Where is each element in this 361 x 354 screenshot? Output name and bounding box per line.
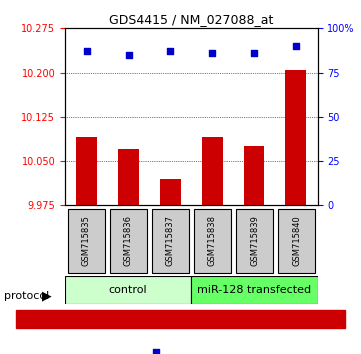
- Point: [126, 52, 131, 58]
- Point: [251, 50, 257, 56]
- FancyBboxPatch shape: [194, 209, 231, 273]
- Point: [168, 48, 173, 54]
- Title: GDS4415 / NM_027088_at: GDS4415 / NM_027088_at: [109, 13, 274, 26]
- Bar: [16, 310, 345, 328]
- Text: GSM715840: GSM715840: [292, 215, 301, 266]
- Bar: [244, 146, 264, 205]
- Text: GSM715838: GSM715838: [208, 215, 217, 266]
- Text: GSM715836: GSM715836: [124, 215, 132, 266]
- Point: [153, 349, 159, 354]
- Text: GSM715835: GSM715835: [82, 215, 91, 266]
- Text: ▶: ▶: [42, 289, 51, 302]
- FancyBboxPatch shape: [191, 276, 318, 304]
- Bar: [77, 137, 97, 205]
- Bar: [285, 70, 306, 205]
- FancyBboxPatch shape: [278, 209, 315, 273]
- Text: GSM715839: GSM715839: [250, 215, 259, 266]
- Text: miR-128 transfected: miR-128 transfected: [197, 285, 312, 295]
- FancyBboxPatch shape: [65, 276, 191, 304]
- FancyBboxPatch shape: [152, 209, 189, 273]
- FancyBboxPatch shape: [110, 209, 147, 273]
- FancyBboxPatch shape: [68, 209, 105, 273]
- Bar: [160, 179, 181, 205]
- Bar: [118, 149, 139, 205]
- Text: GSM715837: GSM715837: [166, 215, 175, 266]
- Point: [293, 43, 299, 49]
- Point: [209, 50, 215, 56]
- Point: [84, 48, 90, 54]
- FancyBboxPatch shape: [236, 209, 273, 273]
- Text: control: control: [109, 285, 147, 295]
- Bar: [202, 137, 223, 205]
- Text: protocol: protocol: [4, 291, 49, 301]
